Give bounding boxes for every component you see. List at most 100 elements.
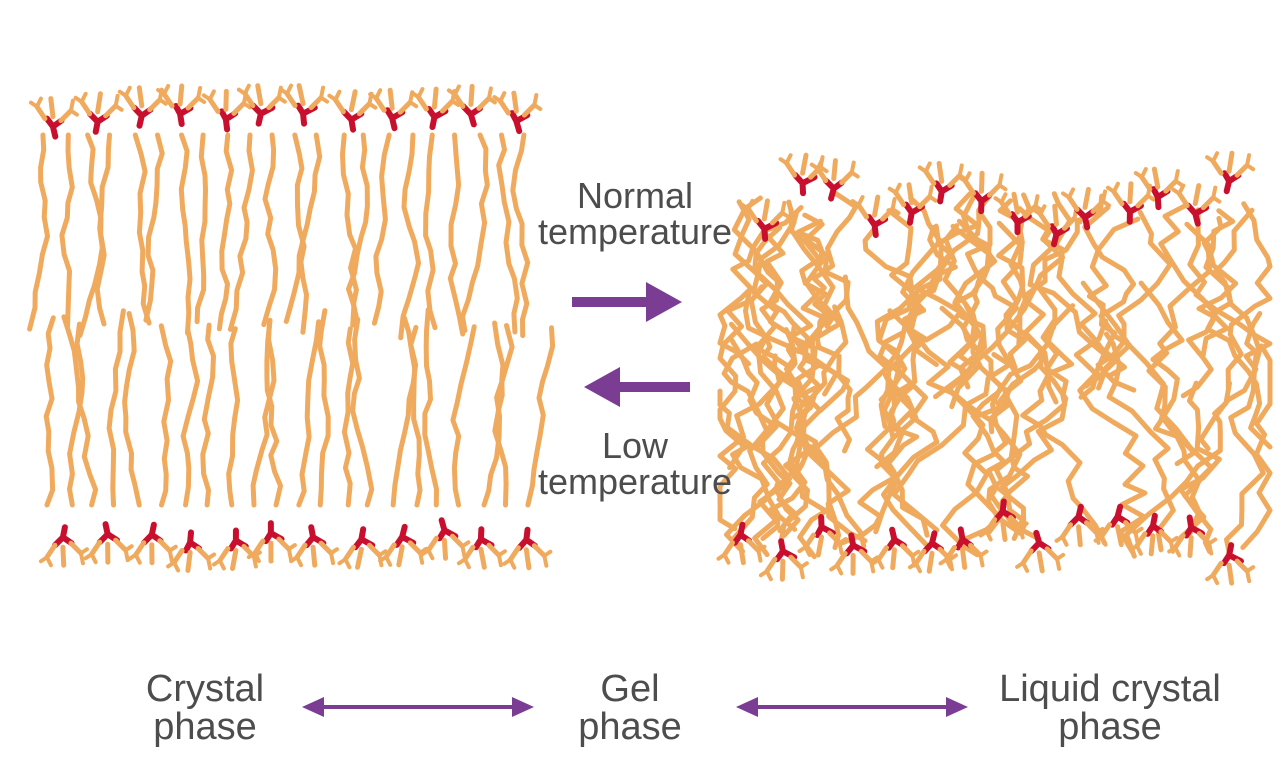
head-group-branch (207, 88, 247, 116)
head-group-tip (809, 158, 860, 179)
lipid-tail-lower (401, 315, 423, 508)
head-group-branch (1210, 150, 1250, 178)
lipid-tail-disordered (800, 189, 859, 332)
lipid-tail-upper (227, 132, 255, 332)
head-group-branch (373, 87, 413, 115)
lipid-tail-upper (178, 132, 193, 336)
head-group-tip (410, 87, 461, 108)
lipid-tail-upper (59, 132, 75, 330)
head-group-branch (944, 542, 984, 570)
lipid-tail-upper (460, 132, 490, 334)
head-group-tip (1205, 151, 1256, 172)
lipid-tail-disordered (1240, 343, 1273, 550)
lipid-tail-upper (510, 132, 531, 339)
head-group-branch (133, 538, 173, 566)
lipid-tail-upper (346, 132, 370, 328)
head-group-branch (1139, 166, 1179, 194)
lipid-tail-upper (216, 132, 235, 332)
head-group-branch (89, 537, 129, 565)
head-group-tip (1032, 204, 1083, 225)
lipid-tail-upper (398, 132, 421, 341)
lipid-tail-lower (43, 315, 56, 508)
disordered-lipid-bilayer (716, 150, 1273, 586)
head-group-tip (797, 537, 848, 558)
head-group-branch (984, 515, 1024, 543)
lipid-tail-disordered (912, 191, 980, 343)
lipid-tail-lower (200, 322, 216, 508)
head-group-branch (252, 536, 292, 564)
lipid-tail-disordered (1225, 201, 1273, 392)
head-group-branch (893, 182, 933, 210)
head-group-tip (908, 553, 959, 574)
lipid-tail-lower (226, 326, 241, 508)
head-group-branch (342, 542, 382, 570)
lipid-tail-disordered (1138, 280, 1207, 540)
lipid-tail-lower (158, 323, 174, 508)
lipid-tail-disordered (748, 284, 797, 534)
head-group-tip (368, 88, 419, 109)
lipid-tail-disordered (788, 211, 853, 454)
lipid-tail-disordered (728, 335, 801, 538)
lipid-tail-disordered (1158, 202, 1273, 450)
lipid-tail-upper (283, 132, 323, 324)
head-group-branch (834, 548, 874, 576)
head-group-tip (1171, 183, 1222, 204)
head-group-branch (998, 191, 1038, 219)
lipid-tail-disordered (1040, 223, 1127, 378)
head-group-branch (242, 83, 282, 111)
head-group-tip (246, 543, 297, 564)
head-group-tip (1093, 526, 1144, 547)
cooling-arrow-icon (584, 367, 690, 407)
head-group-tip (492, 91, 543, 112)
head-group-tip (850, 195, 901, 216)
gel-liquid-crystal-double-arrow-icon (736, 697, 968, 717)
head-group-branch (722, 538, 762, 566)
head-group-branch (294, 540, 334, 568)
head-group-tip (993, 192, 1044, 213)
head-group-branch (856, 194, 896, 222)
head-group-branch (1210, 558, 1250, 586)
head-group-tip (829, 555, 880, 576)
head-group-tip (1105, 181, 1156, 202)
head-group-tip (289, 547, 340, 568)
lipid-tail-lower (450, 324, 477, 508)
lipid-tail-upper (132, 132, 152, 326)
head-group-tip (870, 549, 921, 570)
lipid-tail-disordered (1078, 216, 1141, 400)
head-group-tip (758, 561, 809, 582)
lipid-tail-disordered (862, 225, 915, 439)
heating-arrow-icon (572, 282, 682, 322)
head-group-tip (156, 84, 207, 105)
lipid-tail-upper (143, 132, 165, 323)
lipid-tail-upper (292, 132, 309, 335)
lipid-tail-disordered (752, 323, 818, 558)
lipid-tail-upper (371, 132, 392, 326)
head-group-tip (1205, 565, 1256, 586)
head-group-tip (73, 91, 124, 112)
head-group-tip (327, 89, 378, 110)
head-group-tip (778, 153, 829, 174)
head-group-branch (123, 85, 163, 113)
head-group-tip (887, 182, 938, 203)
head-group-tip (456, 549, 507, 570)
head-group-branch (1134, 529, 1174, 557)
normal-temperature-label: Normal temperature (537, 175, 733, 252)
head-group-branch (923, 160, 963, 188)
lipid-tail-disordered (839, 383, 916, 546)
head-group-tip (117, 85, 168, 106)
head-group-tip (446, 84, 497, 105)
head-group-tip (378, 546, 429, 567)
lipid-tail-disordered (760, 333, 821, 541)
lipid-tail-disordered (877, 330, 940, 548)
lipid-tail-lower (492, 320, 509, 508)
head-group-branch (44, 540, 84, 568)
lipid-tail-disordered (997, 350, 1069, 530)
lipid-tail-disordered (1178, 380, 1222, 554)
lipid-tail-disordered (883, 373, 930, 538)
lipid-tail-upper (340, 132, 360, 323)
lipid-tail-disordered (1080, 280, 1214, 536)
lipid-tail-lower (122, 311, 142, 508)
head-group-tip (279, 83, 330, 104)
head-group-branch (462, 542, 502, 570)
